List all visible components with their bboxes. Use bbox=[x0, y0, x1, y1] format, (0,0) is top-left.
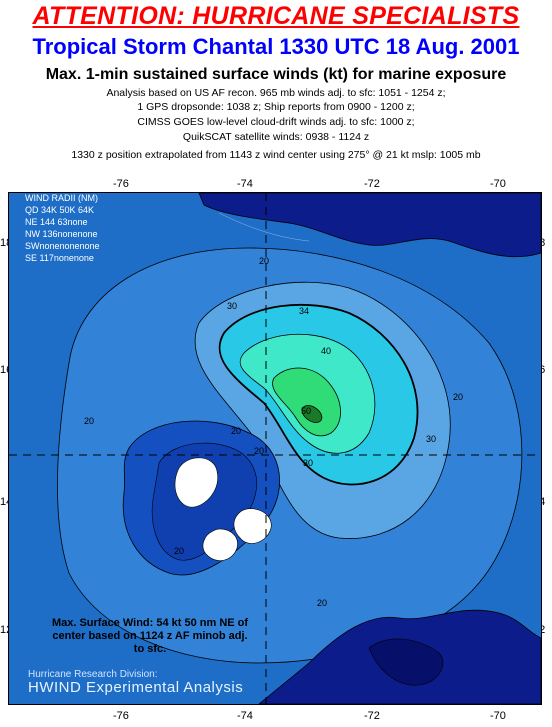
analysis-source-line: 1 GPS dropsonde: 1038 z; Ship reports fr… bbox=[137, 101, 415, 113]
land-hispaniola bbox=[198, 193, 541, 258]
contour-label: 20 bbox=[254, 446, 265, 456]
credit-division: Hurricane Research Division: bbox=[28, 669, 158, 680]
wind-radii-row: NE 144 63none bbox=[25, 217, 88, 227]
contour-label: 20 bbox=[231, 426, 242, 436]
calm-patch bbox=[233, 508, 272, 544]
lon-label: -70 bbox=[490, 178, 506, 190]
wind-contour-50 bbox=[272, 367, 341, 437]
contour-label: 30 bbox=[426, 434, 437, 444]
calm-patch bbox=[174, 457, 218, 508]
contour-label: 34 bbox=[299, 306, 310, 316]
attention-banner: ATTENTION: HURRICANE SPECIALISTS bbox=[32, 2, 520, 30]
lon-label: -76 bbox=[113, 710, 129, 722]
calm-patch bbox=[202, 528, 238, 561]
wind-radii-header: QD 34K 50K 64K bbox=[25, 205, 95, 215]
contour-label: 30 bbox=[227, 301, 238, 311]
contour-label: 20 bbox=[317, 598, 328, 608]
contour-label: 20 bbox=[259, 256, 270, 266]
product-subtitle: Max. 1-min sustained surface winds (kt) … bbox=[45, 66, 507, 83]
land-coast-north bbox=[218, 212, 310, 242]
wind-radii-row: SWnonenonenone bbox=[25, 241, 100, 251]
contour-label: 20 bbox=[84, 416, 95, 426]
lon-label: -74 bbox=[237, 710, 253, 722]
lon-label: -70 bbox=[490, 710, 506, 722]
analysis-source-line: Analysis based on US AF recon. 965 mb wi… bbox=[106, 87, 446, 99]
storm-title: Tropical Storm Chantal 1330 UTC 18 Aug. … bbox=[32, 34, 520, 59]
credit-product: HWIND Experimental Analysis bbox=[28, 679, 244, 696]
analysis-source-line: QuikSCAT satellite winds: 0938 - 1124 z bbox=[182, 131, 370, 143]
position-note: 1330 z position extrapolated from 1143 z… bbox=[71, 149, 481, 161]
wind-radii-table: WIND RADII (NM) QD 34K 50K 64K NE 144 63… bbox=[25, 192, 100, 264]
lon-label: -72 bbox=[364, 178, 380, 190]
lon-label: -74 bbox=[237, 178, 253, 190]
wind-radii-title: WIND RADII (NM) bbox=[25, 193, 98, 203]
lon-label: -72 bbox=[364, 710, 380, 722]
lon-label: -76 bbox=[113, 178, 129, 190]
contour-label: 40 bbox=[321, 346, 332, 356]
wind-field-map: 20 20 20 20 20 20 30 30 30 34 40 50 20 bbox=[8, 192, 542, 705]
wind-maximum-core bbox=[301, 405, 323, 423]
contour-label: 30 bbox=[303, 458, 314, 468]
contour-label: 20 bbox=[453, 392, 464, 402]
max-surface-wind-note: Max. Surface Wind: 54 kt 50 nm NE of cen… bbox=[51, 617, 249, 655]
contour-label: 50 bbox=[301, 406, 312, 416]
wind-radii-row: NW 136nonenone bbox=[25, 229, 98, 239]
contour-label: 20 bbox=[174, 546, 185, 556]
land-peninsula bbox=[368, 638, 444, 686]
wind-radii-row: SE 117nonenone bbox=[25, 253, 94, 263]
analysis-source-line: CIMSS GOES low-level cloud-drift winds a… bbox=[137, 116, 415, 128]
